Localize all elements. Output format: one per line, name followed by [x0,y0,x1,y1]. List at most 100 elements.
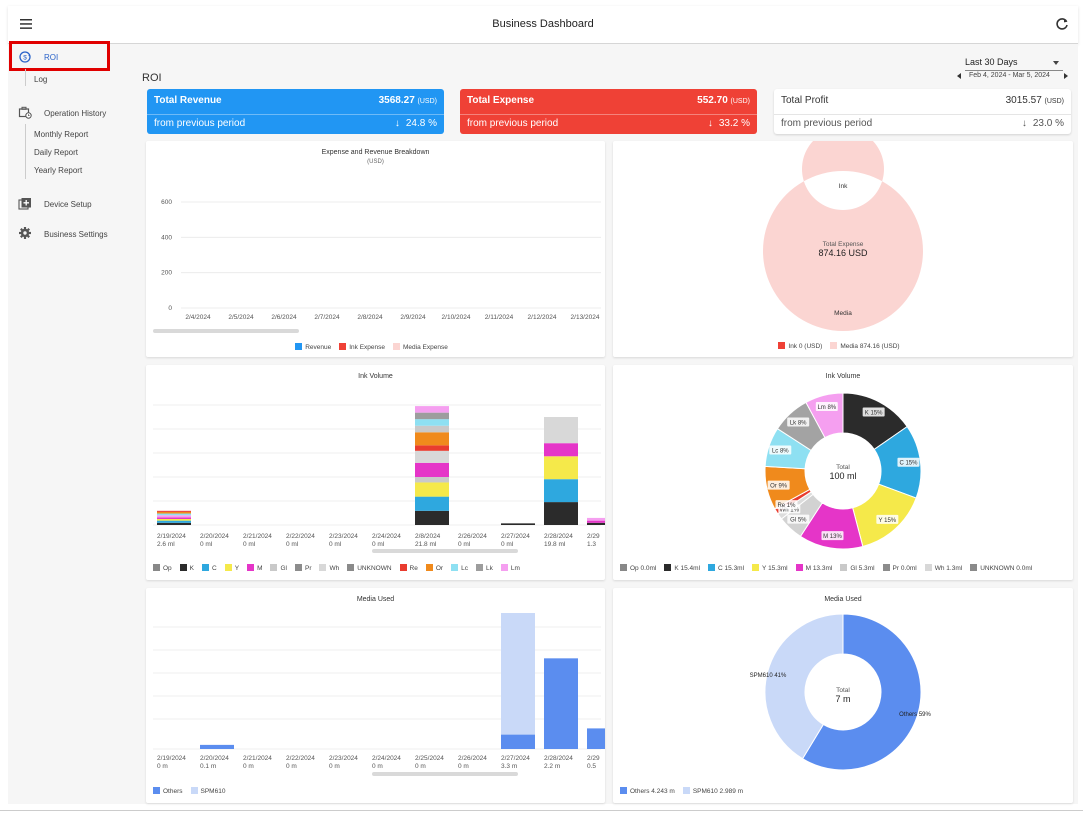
legend-item[interactable]: Wh [319,564,339,572]
kpi-change: ↓ 33.2 % [707,118,750,129]
x-tick-label: 2/11/2024 [485,314,514,321]
sidebar-item-operation-history[interactable]: Operation History [44,109,107,118]
breakdown-chart-card: Expense and Revenue Breakdown (USD) 0 200… [146,141,605,357]
legend-swatch [179,564,187,571]
bar-segment-lm [157,515,191,518]
legend-label: C [212,565,217,572]
legend-item[interactable]: Y 15.3ml [752,564,788,572]
legend-swatch [190,787,198,794]
x-tick-value: 0.5 [587,763,596,770]
y-tick-label: 400 [161,234,172,241]
legend-item[interactable]: Lm [500,564,520,572]
slice-label: Media [834,310,852,317]
slice-label-bg [815,402,838,412]
legend-label: M [257,565,263,572]
legend-item[interactable]: K [179,564,194,572]
slice-label-bg [769,445,792,455]
legend-item[interactable]: Gl [270,564,287,572]
legend-item[interactable]: SPM610 [190,787,225,795]
kpi-value: 3568.27 (USD) [378,95,437,106]
kpi-change: ↓ 23.0 % [1021,118,1064,129]
legend-item[interactable]: Others [153,787,183,795]
legend-swatch [475,564,483,571]
x-tick-label: 2/25/2024 [415,755,444,762]
x-tick-value: 2.2 m [544,763,560,770]
legend-item[interactable]: Others 4.243 m [620,787,675,795]
chart-scrollbar[interactable] [372,772,518,776]
legend-item[interactable]: Media 874.16 (USD) [830,342,900,350]
sidebar-item-yearly-report[interactable]: Yearly Report [34,166,83,175]
legend-item[interactable]: Ink 0 (USD) [778,342,822,350]
legend-item[interactable]: Re [399,564,418,572]
x-tick-label: 2/6/2024 [271,314,297,321]
legend-swatch [202,564,210,571]
sidebar-item-device-setup[interactable]: Device Setup [44,200,92,209]
bar-segment-wh [415,450,449,463]
total-expense-card: Total Expense 552.70 (USD) from previous… [460,89,757,134]
legend-item[interactable]: Wh 1.3ml [924,564,962,572]
chart-scrollbar[interactable] [153,329,299,333]
legend-item[interactable]: Pr [294,564,311,572]
sidebar-item-log[interactable]: Log [34,75,48,84]
legend-item[interactable]: Lk [475,564,493,572]
legend-item[interactable]: Op [153,564,172,572]
bar-segment-y [157,519,191,521]
total-revenue-card: Total Revenue 3568.27 (USD) from previou… [147,89,444,134]
legend-item[interactable]: C [202,564,217,572]
legend-item[interactable]: UNKNOWN [347,564,392,572]
chart-scrollbar[interactable] [372,549,518,553]
legend-item[interactable]: Pr 0.0ml [882,564,917,572]
x-tick-label: 2/22/2024 [286,533,315,540]
legend-swatch [224,564,232,571]
page-title: ROI [142,72,162,84]
legend-item[interactable]: M 13.3ml [795,564,832,572]
bar-segment-c [415,496,449,511]
history-briefcase-icon [18,106,32,119]
sidebar-item-monthly-report[interactable]: Monthly Report [34,130,89,139]
legend-item[interactable]: Y [224,564,239,572]
legend-item[interactable]: Op 0.0ml [620,564,656,572]
legend-item[interactable]: UNKNOWN 0.0ml [970,564,1032,572]
sidebar-item-roi[interactable]: ROI [44,53,59,62]
x-tick-value: 1.3 [587,541,596,548]
bar-segment-k [157,522,191,525]
legend-label: Y 15.3ml [762,565,788,572]
bar-segment-lc [415,419,449,426]
legend-label: UNKNOWN [357,565,392,572]
chevron-down-icon [1053,61,1059,65]
menu-icon[interactable] [18,16,34,32]
legend-label: Or [435,565,444,572]
x-tick-label: 2/5/2024 [228,314,254,321]
x-tick-value: 0 ml [372,541,385,548]
slice-label: Lk 8% [790,421,807,427]
date-range-select[interactable]: Last 30 Days [965,57,1063,71]
legend-item[interactable]: C 15.3ml [708,564,744,572]
legend-swatch [620,564,627,571]
legend-item[interactable]: Lc [451,564,468,572]
x-tick-value: 19.8 ml [544,541,566,548]
legend-item[interactable]: Gl 5.3ml [840,564,875,572]
x-tick-label: 2/13/2024 [571,314,600,321]
x-tick-value: 0 m [458,763,469,770]
legend-item[interactable]: M [247,564,262,572]
refresh-icon[interactable] [1054,16,1070,32]
legend-item[interactable]: K 15.4ml [664,564,700,572]
legend-label: K 15.4ml [674,565,701,572]
legend-label: C 15.3ml [718,565,745,572]
sidebar-item-daily-report[interactable]: Daily Report [34,148,79,157]
legend-item[interactable]: SPM610 2.989 m [682,787,743,795]
legend-item[interactable]: Or [425,564,444,572]
slice-label-bg [767,480,790,490]
previous-period-icon[interactable] [957,73,961,79]
next-period-icon[interactable] [1064,73,1068,79]
roi-cycle-icon: $ [19,51,31,63]
sidebar-item-business-settings[interactable]: Business Settings [44,230,108,239]
x-tick-label: 2/24/2024 [372,755,401,762]
chart-legend: Revenue Ink Expense Media Expense [146,343,605,351]
legend-item[interactable]: Revenue [295,343,331,351]
legend-item[interactable]: Media Expense [393,343,448,351]
bar-segment-gl [415,425,449,433]
date-range-select-value: Last 30 Days [965,57,1018,67]
legend-item[interactable]: Ink Expense [339,343,385,351]
